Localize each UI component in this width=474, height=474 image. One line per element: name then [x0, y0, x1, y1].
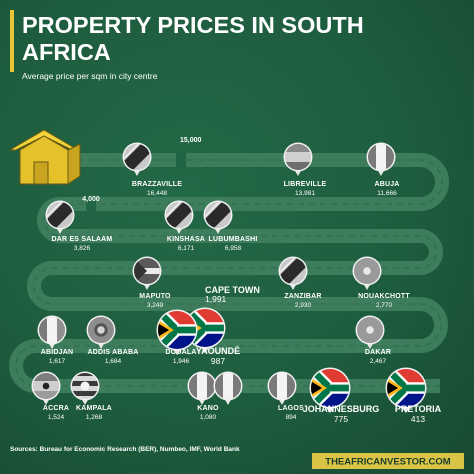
flag-pin-icon-dar-es-salaam	[45, 200, 75, 234]
city-value-abuja: 11,666	[377, 190, 397, 197]
flag-pin-icon-kampala	[70, 371, 100, 405]
city-label-lagos: LAGOS	[278, 405, 304, 412]
city-value-douala: 1,946	[173, 358, 190, 365]
flag-pin-icon-kinshasa	[164, 200, 194, 234]
flag-pin-icon-abuja	[366, 142, 396, 176]
flag-pin-icon-pretoria	[385, 367, 427, 413]
city-label-douala: DOUALA	[165, 349, 196, 356]
city-value-pretoria: 413	[411, 414, 425, 424]
flag-pin-icon-abidjan	[37, 315, 67, 349]
city-value-libreville: 13,981	[295, 190, 315, 197]
page-subtitle: Average price per sqm in city centre	[22, 71, 158, 81]
flag-pin-icon-dakar	[355, 315, 385, 349]
city-value-brazzaville: 16,448	[147, 190, 167, 197]
title-accent-bar	[10, 10, 14, 72]
city-label-brazzaville: BRAZZAVILLE	[132, 181, 182, 188]
flag-pin-icon-yaound	[156, 309, 198, 355]
flag-pin-icon-addis-ababa	[86, 315, 116, 349]
city-label-zanzibar: ZANZIBAR	[284, 293, 321, 300]
city-label-johannesburg: JOHANNESBURG	[303, 404, 380, 414]
city-label-yaound: YAOUNDÉ	[196, 346, 240, 356]
flag-pin-icon-kano	[187, 371, 217, 405]
city-value-zanzibar: 2,930	[295, 302, 312, 309]
city-label-addis-ababa: ADDIS ABABA	[88, 349, 139, 356]
flag-pin-icon-libreville	[283, 142, 313, 176]
city-label-pretoria: PRETORIA	[395, 404, 442, 414]
road	[9, 153, 449, 393]
city-value-cape-town: 1,991	[205, 294, 227, 304]
city-value-accra: 1,524	[48, 414, 65, 421]
city-value-kano: 1,080	[200, 414, 217, 421]
city-value-kinshasa: 6,171	[178, 245, 195, 252]
city-value-kampala: 1,268	[86, 414, 103, 421]
city-label-nouakchott: NOUAKCHOTT	[358, 293, 410, 300]
flag-pin-icon-accra	[31, 371, 61, 405]
city-value-dakar: 2,467	[370, 358, 387, 365]
scale-mark-15000: 15,000	[180, 137, 202, 144]
city-value-dar-es-salaam: 3,826	[74, 245, 91, 252]
city-label-lubumbashi: LUBUMBASHI	[208, 236, 257, 243]
city-value-yaound: 987	[211, 356, 225, 366]
city-value-addis-ababa: 1,684	[105, 358, 122, 365]
city-label-maputo: MAPUTO	[139, 293, 171, 300]
house-icon	[8, 129, 81, 185]
flag-pin-icon-extra	[213, 371, 243, 405]
city-value-nouakchott: 2,770	[376, 302, 393, 309]
city-label-kano: KANO	[197, 405, 219, 412]
city-label-libreville: LIBREVILLE	[284, 181, 327, 188]
flag-pin-icon-lubumbashi	[203, 200, 233, 234]
city-label-dar-es-salaam: DAR ES SALAAM	[52, 236, 113, 243]
city-value-lubumbashi: 6,958	[225, 245, 242, 252]
city-value-maputo: 3,249	[147, 302, 164, 309]
city-value-lagos: 894	[286, 414, 297, 421]
city-label-cape-town: CAPE TOWN	[205, 285, 260, 295]
flag-pin-icon-johannesburg	[309, 367, 351, 413]
flag-pin-icon-nouakchott	[352, 256, 382, 290]
page-title-line-2: AFRICA	[22, 39, 111, 65]
flag-pin-icon-lagos	[267, 371, 297, 405]
city-label-kinshasa: KINSHASA	[167, 236, 205, 243]
city-label-kampala: KAMPALA	[76, 405, 112, 412]
scale-mark-4000: 4,000	[82, 196, 100, 203]
brand-box	[312, 453, 464, 469]
city-markers: BRAZZAVILLE 16,448 LIBREVILLE 13,981 ABUJA 11…	[31, 142, 442, 424]
city-label-accra: ACCRA	[43, 405, 69, 412]
city-label-abuja: ABUJA	[374, 181, 399, 188]
flag-pin-icon-maputo	[132, 256, 162, 290]
sources-text: Sources: Bureau for Economic Research (B…	[10, 446, 240, 453]
city-label-abidjan: ABIDJAN	[41, 349, 74, 356]
city-label-dakar: DAKAR	[365, 349, 391, 356]
flag-pin-icon-brazzaville	[122, 142, 152, 176]
flag-pin-icon-zanzibar	[278, 256, 308, 290]
page-title-line-1: PROPERTY PRICES IN SOUTH	[22, 12, 364, 38]
brand-label: THEAFRICANVESTOR.COM	[325, 457, 451, 468]
city-value-johannesburg: 775	[334, 414, 348, 424]
city-value-abidjan: 1,617	[49, 358, 66, 365]
